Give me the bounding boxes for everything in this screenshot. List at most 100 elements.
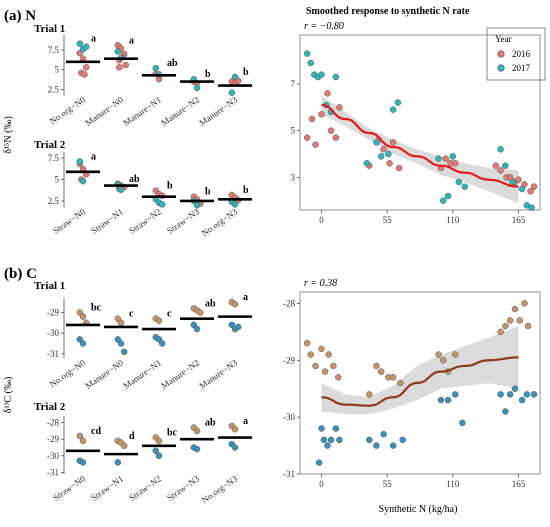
x-tick-label: Straw−N0 bbox=[51, 473, 88, 503]
data-point-2017 bbox=[332, 73, 340, 81]
significance-letter: b bbox=[167, 181, 173, 192]
x-tick-label: Straw−N1 bbox=[89, 206, 125, 235]
chart-C-trial1: -29-30-31No.org−N0Manure−N0Manure−N1Manu… bbox=[47, 292, 252, 391]
data-point bbox=[155, 317, 163, 325]
data-point-2017 bbox=[385, 150, 392, 158]
data-point-2016 bbox=[497, 328, 504, 336]
data-point-2017 bbox=[528, 204, 535, 211]
data-point bbox=[117, 319, 125, 327]
data-point-2016 bbox=[506, 317, 514, 324]
data-point bbox=[158, 201, 166, 208]
data-point-2017 bbox=[497, 391, 504, 398]
significance-letter: cd bbox=[91, 426, 101, 437]
data-point-2017 bbox=[318, 71, 325, 78]
data-point-2016 bbox=[377, 368, 385, 375]
x-tick-label: Manure−N2 bbox=[159, 357, 201, 390]
significance-letter: a bbox=[91, 34, 96, 45]
data-point-2016 bbox=[530, 183, 538, 190]
data-point-2016 bbox=[516, 317, 523, 324]
x-tick-label: Straw−N0 bbox=[51, 206, 88, 236]
x-tick-label: Straw−N3 bbox=[165, 473, 202, 503]
data-point-2016 bbox=[524, 322, 532, 330]
data-point-2017 bbox=[327, 436, 335, 444]
significance-letter: ab bbox=[205, 298, 216, 309]
chart-N-smooth: 0 55 110 165 3 5 7 r = −0.80 bbox=[291, 21, 541, 225]
confidence-band bbox=[321, 326, 519, 415]
data-point-2016 bbox=[440, 357, 447, 364]
data-point-2016 bbox=[312, 141, 319, 148]
data-point-2017 bbox=[303, 50, 311, 57]
data-point-2017 bbox=[451, 391, 459, 398]
data-point bbox=[117, 340, 125, 347]
data-point-2017 bbox=[444, 192, 452, 200]
y-tick-label: -28 bbox=[47, 418, 59, 428]
data-point-2017 bbox=[324, 442, 331, 449]
data-point bbox=[193, 202, 201, 209]
y-tick-label: 7.5 bbox=[48, 153, 60, 163]
data-point bbox=[76, 432, 84, 440]
x-tick-label: Manure−N0 bbox=[83, 357, 125, 391]
data-point bbox=[231, 300, 239, 308]
data-point-2017 bbox=[518, 185, 526, 193]
data-point-2017 bbox=[461, 183, 469, 190]
data-point-2016 bbox=[332, 134, 340, 141]
data-point-2017 bbox=[502, 162, 509, 169]
data-point bbox=[79, 459, 87, 466]
data-point-2017 bbox=[437, 396, 445, 404]
data-point bbox=[114, 459, 122, 466]
data-point-2017 bbox=[444, 396, 452, 404]
data-point bbox=[231, 73, 239, 81]
data-point-2016 bbox=[325, 351, 332, 358]
data-point-2017 bbox=[336, 436, 343, 444]
chart-N-trial1: 2.557.5No.org−N0Manure−N0Manure−N1Manure… bbox=[48, 34, 252, 128]
data-point bbox=[120, 348, 128, 356]
data-point-2016 bbox=[386, 160, 393, 167]
data-point-2016 bbox=[318, 345, 325, 353]
data-point-2017 bbox=[440, 197, 447, 204]
data-point-2016 bbox=[511, 305, 519, 313]
data-point-2016 bbox=[497, 167, 504, 174]
data-point-2016 bbox=[395, 164, 403, 172]
y-tick-label: -29 bbox=[283, 355, 295, 365]
data-point-2016 bbox=[389, 374, 397, 381]
y-axis-label: δ¹⁵N (‰) bbox=[3, 116, 14, 154]
x-tick-label: Manure−N1 bbox=[121, 357, 163, 390]
data-point bbox=[81, 71, 88, 78]
x-tick-label: 110 bbox=[446, 215, 460, 225]
chart-C-smooth: 0 55 110 165 -28 -29 -30 -31 r = 0.38 bbox=[283, 278, 541, 489]
x-axis-label: Synthetic N (kg/ha) bbox=[379, 504, 458, 515]
y-tick-label: 5 bbox=[55, 175, 60, 185]
data-point-2017 bbox=[389, 106, 397, 113]
data-point-2016 bbox=[327, 127, 335, 134]
x-tick-label: No.org−N3 bbox=[200, 473, 240, 505]
y-tick-label: -29 bbox=[47, 434, 59, 444]
data-point-2017 bbox=[320, 436, 328, 444]
data-point-2016 bbox=[321, 368, 329, 375]
x-tick-label: 165 bbox=[512, 215, 526, 225]
data-point-2017 bbox=[373, 139, 380, 146]
x-tick-label: Manure−N1 bbox=[121, 94, 163, 127]
y-tick-label: 5 bbox=[55, 65, 60, 75]
y-tick-label: -30 bbox=[47, 451, 59, 461]
x-tick-label: 55 bbox=[383, 479, 393, 489]
x-tick-label: 110 bbox=[446, 479, 460, 489]
data-point bbox=[116, 64, 123, 71]
significance-letter: a bbox=[129, 35, 134, 46]
data-point bbox=[196, 309, 204, 316]
data-point-2017 bbox=[373, 442, 380, 449]
legend-marker-2016 bbox=[497, 50, 505, 58]
significance-letter: b bbox=[243, 185, 249, 196]
data-point-2017 bbox=[307, 59, 314, 67]
data-point-2016 bbox=[324, 90, 331, 97]
data-point bbox=[152, 64, 160, 72]
data-point-2017 bbox=[497, 146, 504, 153]
y-tick-label: -31 bbox=[283, 469, 295, 479]
panel-b-label: (b) C bbox=[4, 266, 37, 282]
data-point-2017 bbox=[523, 391, 531, 398]
data-point-2016 bbox=[492, 162, 500, 169]
data-point-2016 bbox=[442, 155, 449, 162]
x-tick-label: 0 bbox=[319, 479, 324, 489]
trial-label: Trial 2 bbox=[34, 139, 66, 151]
data-point-2016 bbox=[527, 188, 534, 195]
significance-letter: c bbox=[167, 309, 172, 320]
